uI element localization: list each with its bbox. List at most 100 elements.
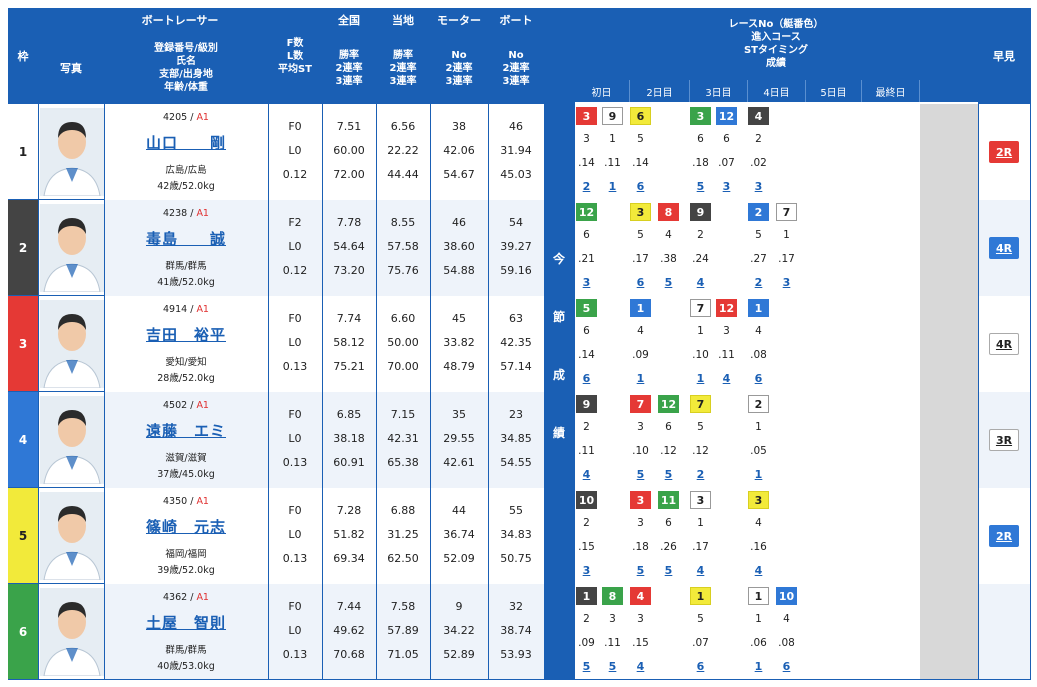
race-result-link[interactable]: 1 [696,372,705,385]
race-course: 4 [637,325,644,337]
race-result-link[interactable]: 4 [696,276,705,289]
hayami-race-link[interactable]: 4R [989,333,1019,355]
race-result-link[interactable]: 4 [722,372,731,385]
race-result-link[interactable]: 5 [664,276,673,289]
race-st-timing: .08 [750,349,767,361]
race-result-link[interactable]: 6 [754,372,763,385]
grid-line [104,8,105,680]
waku-number: 5 [8,488,38,584]
zen-value: 72.00 [333,168,365,181]
waku-number: 2 [8,200,38,296]
racer-name-link[interactable]: 篠崎 元志 [145,518,226,536]
race-course: 1 [697,325,704,337]
race-result-link[interactable]: 2 [696,468,705,481]
racer-photo [40,492,104,580]
racer-silhouette-icon [40,588,104,676]
race-number-badge: 1 [576,587,597,605]
race-course: 3 [637,517,644,529]
race-info-header-line: STタイミング [743,45,809,56]
race-number-badge: 7 [690,395,711,413]
race-result-link[interactable]: 5 [664,564,673,577]
race-result-link[interactable]: 6 [582,372,591,385]
race-result-link[interactable]: 5 [696,180,705,193]
racer-name-link[interactable]: 吉田 裕平 [145,326,226,344]
hayami-race-link[interactable]: 4R [989,237,1019,259]
avg-st: 0.12 [282,168,308,181]
race-result-link[interactable]: 1 [636,372,645,385]
race-result-link[interactable]: 3 [754,180,763,193]
race-course: 4 [665,229,672,241]
race-st-timing: .09 [578,637,595,649]
hayami-race-link[interactable]: 2R [989,525,1019,547]
race-result-link[interactable]: 1 [608,180,617,193]
race-result-link[interactable]: 5 [608,660,617,673]
race-result-link[interactable]: 3 [722,180,731,193]
motor-value: 42.61 [443,456,475,469]
racer-photo [40,108,104,196]
racer-photo [40,588,104,676]
race-course: 3 [723,325,730,337]
touchi-subheader-line: 勝率 [393,49,413,61]
race-result-link[interactable]: 2 [754,276,763,289]
racer-name-link[interactable]: 毒島 誠 [145,230,226,248]
race-result-link[interactable]: 5 [636,564,645,577]
race-result-link[interactable]: 4 [636,660,645,673]
racer-branch: 群馬/群馬 [165,645,207,656]
race-result-link[interactable]: 6 [782,660,791,673]
zenkoku-subheader-line: 勝率 [339,49,359,61]
hayami-race-link[interactable]: 2R [989,141,1019,163]
hayami-race-link[interactable]: 3R [989,429,1019,451]
race-number-badge: 12 [658,395,679,413]
racer-name-link[interactable]: 遠藤 エミ [145,422,226,440]
race-result-link[interactable]: 1 [754,468,763,481]
race-result-link[interactable]: 3 [582,564,591,577]
tou-value: 75.76 [387,264,419,277]
boat-subheader-line: 3連率 [502,75,530,87]
race-result-link[interactable]: 3 [782,276,791,289]
race-result-link[interactable]: 6 [636,276,645,289]
motor-value: 29.55 [443,432,475,445]
info-header-line: 年齢/体重 [164,82,208,93]
motor-subheader: No 2連率 3連率 [430,32,488,104]
racer-name-link[interactable]: 土屋 智則 [145,614,226,632]
f-count: F0 [288,312,302,325]
zen-value: 49.62 [333,624,365,637]
reg-separator: / [187,208,197,219]
race-result-link[interactable]: 6 [696,660,705,673]
grid-line [430,8,431,680]
racer-silhouette-icon [40,396,104,484]
race-result-link[interactable]: 6 [636,180,645,193]
race-result-link[interactable]: 5 [636,468,645,481]
race-info-header-line: 成績 [766,58,786,69]
race-st-timing: .21 [578,253,595,265]
race-result-link[interactable]: 1 [754,660,763,673]
race-course: 4 [783,613,790,625]
race-result-link[interactable]: 4 [582,468,591,481]
race-result-link[interactable]: 4 [696,564,705,577]
race-number-badge: 7 [776,203,797,221]
race-result-link[interactable]: 4 [754,564,763,577]
racer-class: A1 [196,112,209,123]
boat-value: 31.94 [500,144,532,157]
motor-value: 45 [452,312,466,325]
race-number-badge: 7 [690,299,711,317]
avg-st: 0.12 [282,264,308,277]
race-st-timing: .12 [692,445,709,457]
race-result-link[interactable]: 3 [582,276,591,289]
race-course: 3 [609,613,616,625]
konsetsu-char: 績 [552,425,565,440]
waku-number: 4 [8,392,38,488]
racer-name-link[interactable]: 山口 剛 [145,134,226,152]
race-result-link[interactable]: 5 [664,468,673,481]
race-result-link[interactable]: 2 [582,180,591,193]
race-course: 2 [697,229,704,241]
boat-subheader-line: 2連率 [502,62,530,74]
race-course: 6 [697,133,704,145]
race-result-link[interactable]: 5 [582,660,591,673]
race-st-timing: .26 [660,541,677,553]
race-course: 5 [637,229,644,241]
grid-line [38,8,39,680]
hayami-header: 早見 [978,8,1030,104]
race-course: 6 [583,229,590,241]
